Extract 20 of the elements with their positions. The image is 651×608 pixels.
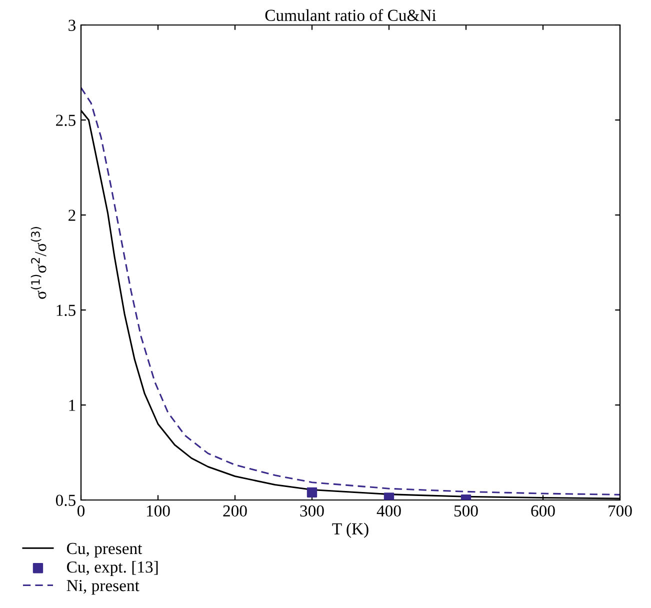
x-tick-label: 400 — [376, 505, 401, 517]
y-axis-title: σ$^{(1)}$σ$^{2}$/σ$^{(3)}$ — [30, 227, 46, 299]
x-tick-label: 500 — [454, 505, 478, 517]
y-tick-label: 0.5 — [56, 494, 76, 506]
legend-label: Ni, present — [66, 580, 140, 595]
x-tick-label: 200 — [223, 505, 247, 517]
chart-title: Cumulant ratio of Cu&Ni — [265, 9, 436, 21]
y-tick-label: 2.5 — [56, 114, 76, 126]
y-tick-label: 1.5 — [56, 304, 76, 316]
x-tick-label: 0 — [77, 505, 85, 517]
x-tick-label: 300 — [300, 505, 324, 517]
x-tick-label: 100 — [146, 505, 170, 517]
legend-label: Cu, expt. [13] — [67, 560, 158, 576]
y-tick-label: 2 — [68, 210, 76, 221]
x-axis-title: T (K) — [332, 522, 368, 538]
x-tick-label: 700 — [608, 505, 632, 517]
y-tick-label: 3 — [68, 20, 76, 31]
x-tick-label: 600 — [531, 505, 555, 517]
legend-label: Cu, present — [67, 542, 142, 558]
y-tick-label: 1 — [69, 400, 76, 411]
